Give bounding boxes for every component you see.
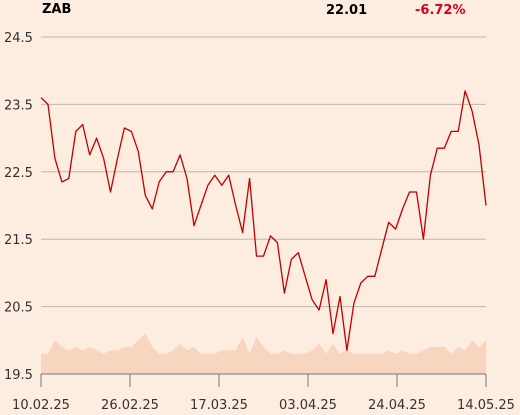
last-price: 22.01 (326, 3, 368, 18)
x-tick-label: 17.03.25 (190, 398, 248, 413)
chart-header: ZAB 22.01 -6.72% (0, 0, 520, 22)
y-tick-label: 22.5 (4, 166, 33, 181)
y-tick-label: 21.5 (4, 233, 33, 248)
x-tick-label: 14.05.25 (457, 398, 515, 413)
y-tick-label: 24.5 (4, 31, 33, 46)
ticker-symbol: ZAB (42, 2, 72, 17)
price-change: -6.72% (415, 3, 466, 18)
x-tick-label: 03.04.25 (279, 398, 337, 413)
y-tick-label: 20.5 (4, 301, 33, 316)
x-tick-label: 10.02.25 (12, 398, 70, 413)
volume-area (41, 333, 486, 374)
price-line (40, 90, 487, 352)
y-tick-label: 23.5 (4, 98, 33, 113)
x-tick-label: 26.02.25 (101, 398, 159, 413)
y-tick-label: 19.5 (4, 368, 33, 383)
x-tick-label: 24.04.25 (368, 398, 426, 413)
